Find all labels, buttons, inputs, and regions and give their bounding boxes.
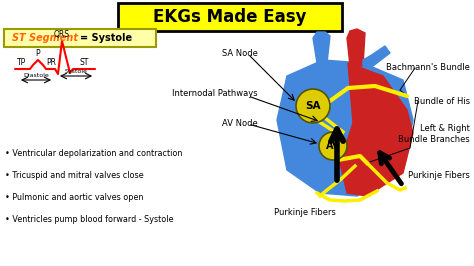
Text: AV Node: AV Node (222, 119, 258, 128)
Text: Purkinje Fibers: Purkinje Fibers (274, 208, 336, 217)
Text: Diastole: Diastole (23, 73, 49, 78)
Text: QRS: QRS (54, 30, 70, 39)
Polygon shape (277, 60, 413, 196)
Text: Purkinje Fibers: Purkinje Fibers (408, 172, 470, 181)
Text: • Ventricles pump blood forward - Systole: • Ventricles pump blood forward - Systol… (5, 215, 173, 225)
Text: ST: ST (79, 58, 89, 67)
Text: SA Node: SA Node (222, 49, 258, 59)
FancyBboxPatch shape (4, 29, 156, 47)
FancyBboxPatch shape (118, 3, 342, 31)
Text: EKGs Made Easy: EKGs Made Easy (153, 8, 307, 26)
Text: P: P (36, 49, 40, 58)
Polygon shape (363, 46, 390, 66)
Text: SA: SA (305, 101, 321, 111)
Text: ST Segment: ST Segment (12, 33, 78, 43)
Text: Bachmann's Bundle: Bachmann's Bundle (386, 64, 470, 73)
Text: Left & Right
Bundle Branches: Left & Right Bundle Branches (398, 124, 470, 144)
Text: TP: TP (18, 58, 27, 67)
Polygon shape (347, 29, 365, 66)
Text: • Ventricular depolarization and contraction: • Ventricular depolarization and contrac… (5, 149, 182, 159)
Circle shape (296, 89, 330, 123)
Text: • Pulmonic and aortic valves open: • Pulmonic and aortic valves open (5, 193, 143, 202)
Text: Bundle of His: Bundle of His (414, 97, 470, 106)
Text: Systole: Systole (64, 69, 87, 74)
Polygon shape (313, 32, 330, 63)
Circle shape (319, 132, 347, 160)
Text: PR: PR (46, 58, 56, 67)
Text: = Systole: = Systole (80, 33, 132, 43)
Text: • Tricuspid and mitral valves close: • Tricuspid and mitral valves close (5, 172, 144, 181)
Polygon shape (340, 63, 413, 196)
Text: Internodal Pathways: Internodal Pathways (173, 89, 258, 98)
Text: AV: AV (326, 141, 340, 151)
